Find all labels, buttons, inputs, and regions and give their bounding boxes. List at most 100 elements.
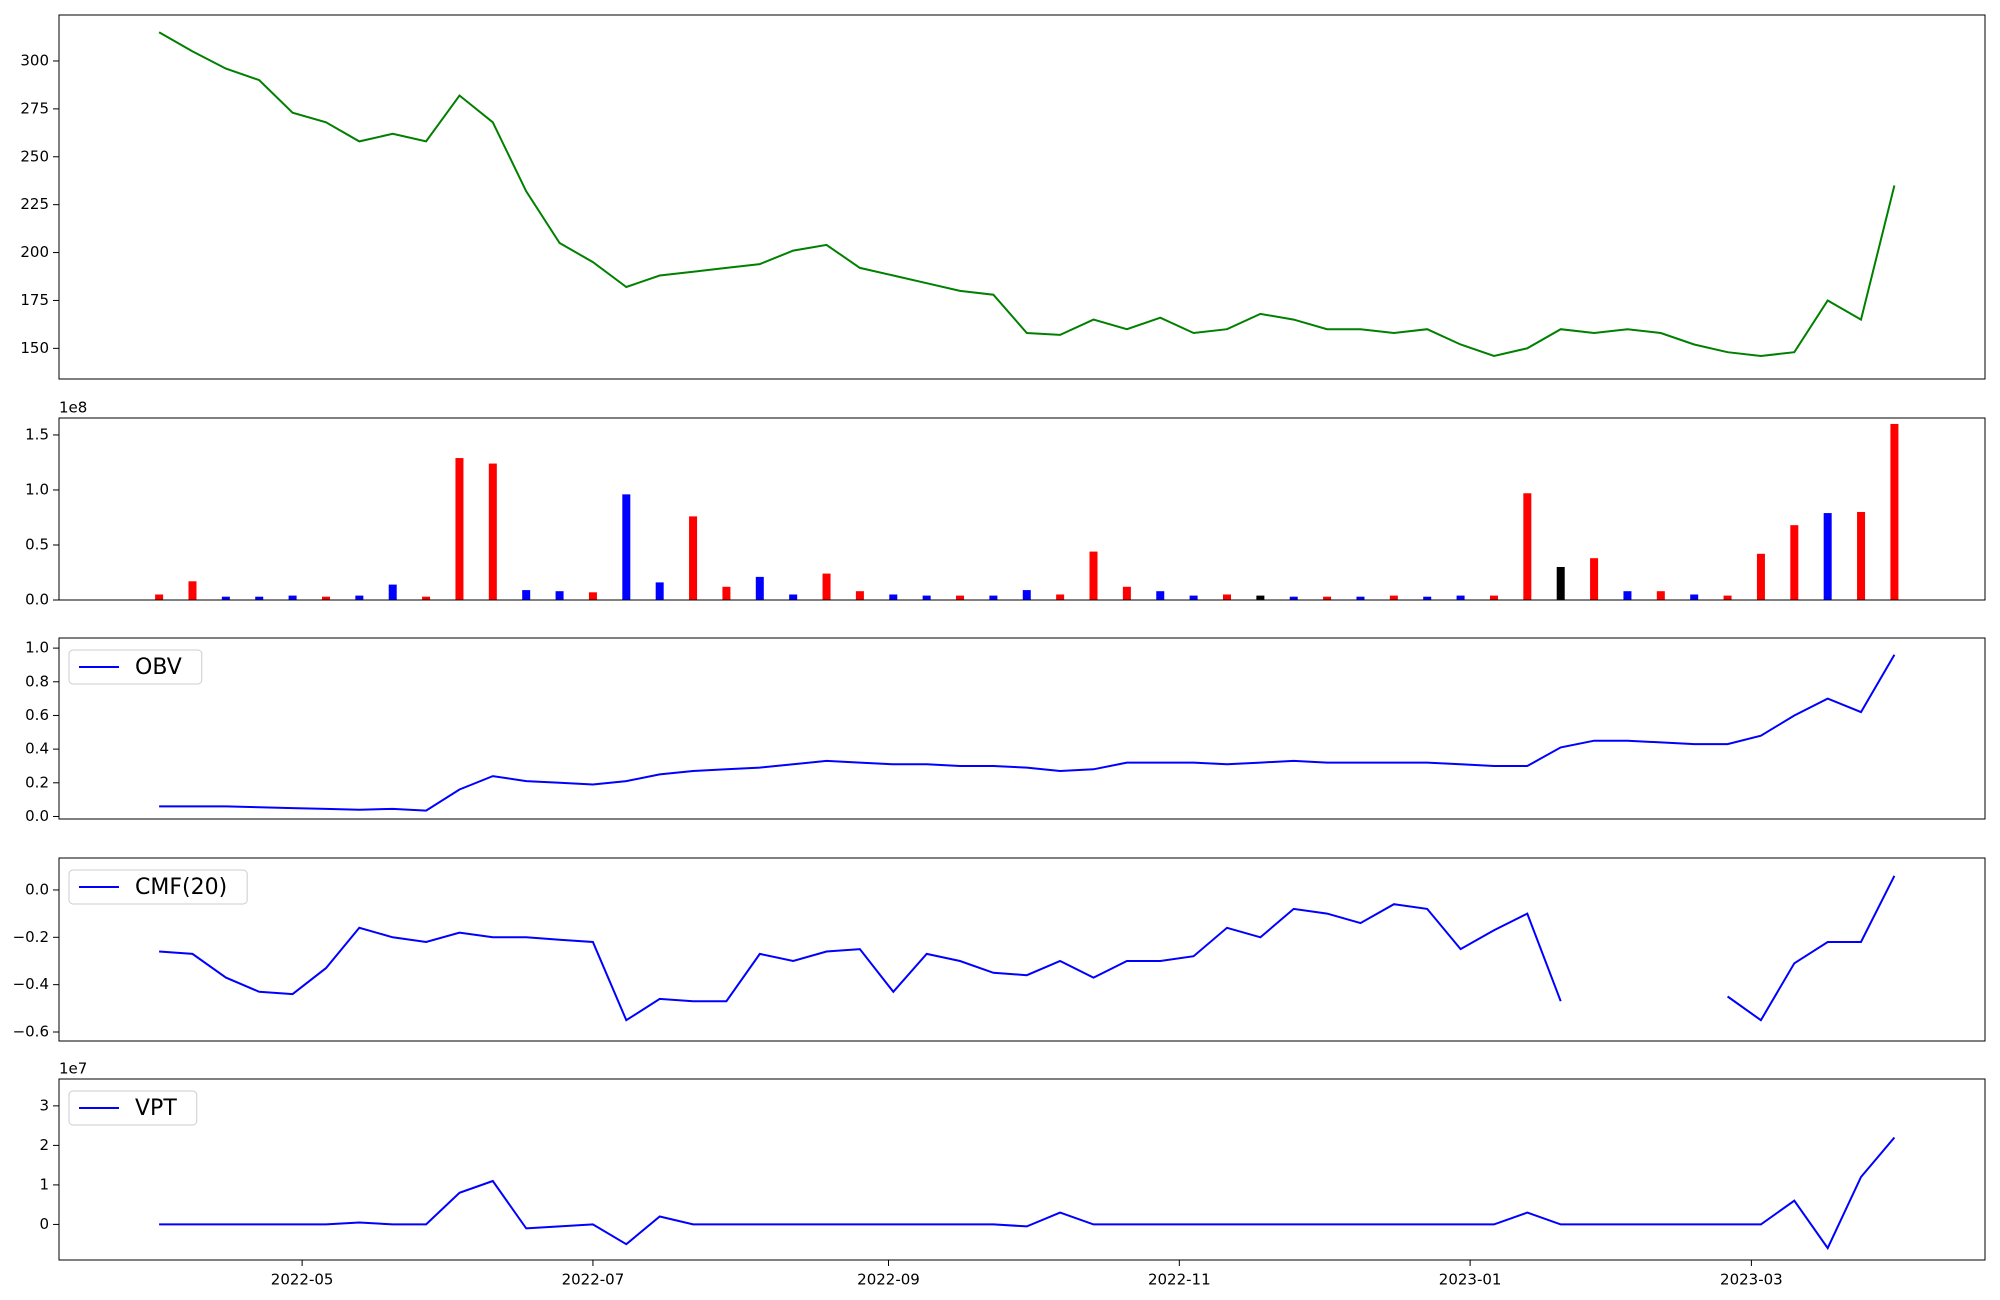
volume-bar (1356, 596, 1365, 600)
volume-bar (1156, 591, 1165, 600)
volume-bar (255, 596, 264, 600)
volume-bar (1122, 586, 1131, 600)
volume-bar (1456, 595, 1465, 600)
offset-label: 1e8 (59, 399, 87, 417)
y-tick-label: 300 (20, 51, 49, 69)
y-tick-label: 0.0 (25, 591, 49, 609)
volume-bar (1790, 525, 1799, 600)
y-tick-label: −0.4 (13, 975, 49, 993)
volume-bar (622, 494, 631, 600)
legend-label: CMF(20) (135, 875, 227, 900)
volume-bar (655, 582, 664, 600)
volume-bar (1857, 511, 1866, 600)
legend-box (68, 1090, 198, 1126)
panel-frame (58, 417, 1986, 601)
line (159, 875, 1896, 1022)
volume-bar (1890, 423, 1899, 600)
y-tick-label: 0.2 (25, 773, 49, 791)
panel-frame (58, 14, 1986, 380)
y-tick-label: −0.6 (13, 1023, 49, 1041)
line (159, 1136, 1896, 1251)
y-tick-label: 0.8 (25, 672, 49, 690)
volume-bar (1323, 596, 1332, 600)
y-tick-label: 1.5 (25, 425, 49, 443)
volume-bar (1089, 551, 1098, 600)
volume-bar (1723, 595, 1732, 600)
volume-bar (422, 596, 431, 600)
panel-frame (58, 637, 1986, 820)
volume-bar (288, 595, 297, 600)
x-tick-label: 2022-05 (271, 1271, 334, 1289)
volume-bar (855, 591, 864, 600)
x-tick-label: 2023-01 (1439, 1271, 1502, 1289)
y-tick-label: 0.4 (25, 740, 49, 758)
legend-box (68, 869, 248, 905)
volume-bar (1389, 595, 1398, 600)
y-tick-label: 0.5 (25, 535, 49, 553)
y-tick-label: −0.2 (13, 928, 49, 946)
legend-box (68, 649, 203, 685)
volume-bar (689, 516, 698, 600)
panel-frame (58, 1078, 1986, 1261)
volume-bar (1590, 558, 1599, 600)
y-tick-label: 1 (39, 1175, 49, 1193)
y-tick-label: 225 (20, 195, 49, 213)
volume-bar (588, 592, 597, 600)
y-tick-label: 2 (39, 1136, 49, 1154)
volume-bar (1623, 591, 1632, 600)
volume-bar (922, 595, 931, 600)
panel-frame (58, 857, 1986, 1042)
y-tick-label: 1.0 (25, 639, 49, 657)
volume-bar (388, 584, 397, 600)
legend-label: VPT (135, 1096, 177, 1121)
y-tick-label: 0 (39, 1215, 49, 1233)
line (159, 654, 1896, 812)
legend-label: OBV (135, 655, 182, 680)
y-tick-label: 0.0 (25, 880, 49, 898)
volume-bar (989, 595, 998, 600)
volume-bar (1022, 590, 1031, 600)
volume-bar (488, 463, 497, 600)
x-tick-label: 2022-11 (1148, 1271, 1211, 1289)
y-tick-label: 175 (20, 291, 49, 309)
volume-bar (321, 596, 330, 600)
volume-bar (956, 595, 965, 600)
volume-bar (1556, 566, 1565, 600)
y-tick-label: 3 (39, 1096, 49, 1114)
volume-bar (1256, 595, 1265, 600)
volume-bar (1656, 591, 1665, 600)
volume-bar (555, 591, 564, 600)
y-tick-label: 1.0 (25, 480, 49, 498)
volume-bar (889, 594, 898, 600)
y-tick-label: 150 (20, 339, 49, 357)
volume-bar (722, 586, 731, 600)
volume-bar (1523, 493, 1532, 600)
x-tick-label: 2023-03 (1720, 1271, 1783, 1289)
y-tick-label: 250 (20, 147, 49, 165)
y-tick-label: 0.6 (25, 706, 49, 724)
volume-bar (1289, 596, 1298, 600)
volume-bar (522, 590, 531, 600)
y-tick-label: 200 (20, 243, 49, 261)
volume-bar (822, 573, 831, 600)
line (158, 31, 1896, 358)
y-tick-label: 0.0 (25, 807, 49, 825)
volume-bar (155, 594, 164, 600)
volume-bar (1056, 594, 1065, 600)
volume-bar (221, 596, 230, 600)
volume-bar (355, 595, 364, 600)
y-tick-label: 275 (20, 99, 49, 117)
x-tick-label: 2022-07 (562, 1271, 625, 1289)
x-tick-label: 2022-09 (857, 1271, 920, 1289)
volume-bar (1690, 594, 1699, 600)
offset-label: 1e7 (59, 1060, 87, 1078)
volume-bar (1222, 594, 1231, 600)
volume-bar (1823, 513, 1832, 600)
volume-bar (1756, 553, 1765, 600)
volume-bar (455, 458, 464, 600)
volume-bar (755, 576, 764, 600)
volume-bar (1423, 596, 1432, 600)
volume-bar (1489, 595, 1498, 600)
